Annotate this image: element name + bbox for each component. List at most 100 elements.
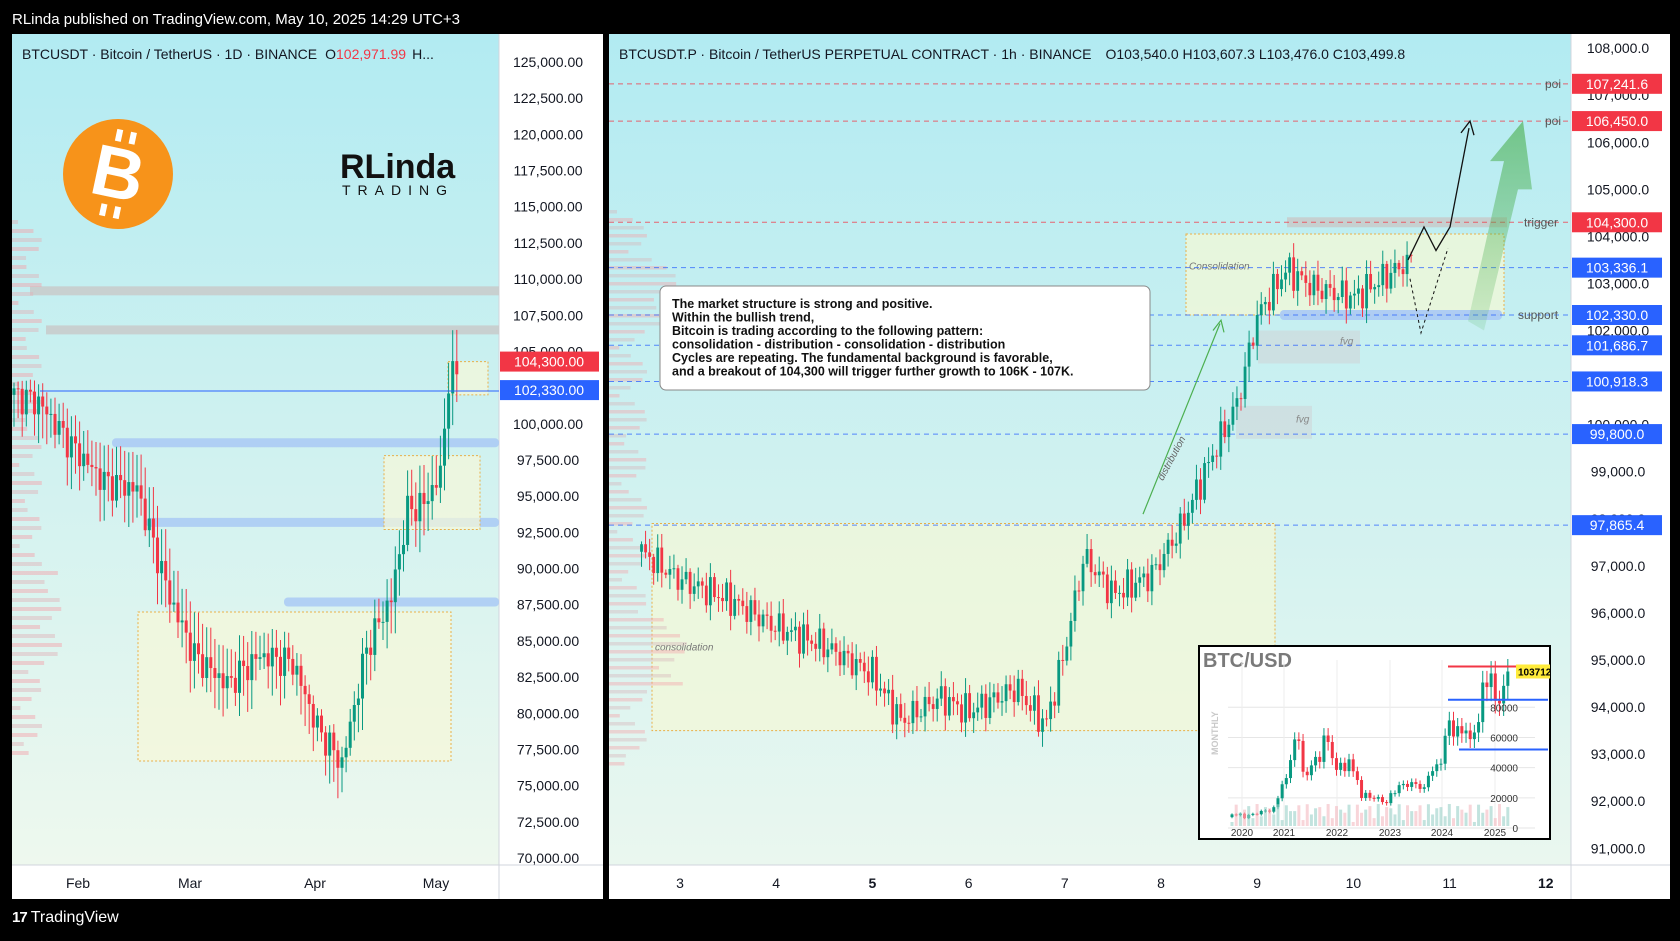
candle-body [1045,718,1048,720]
candle-body [814,643,818,649]
inset-volume-bar [1309,814,1313,826]
left-price-axis[interactable]: 125,000.00 122,500.00 120,000.00 117,500.00… [500,54,599,866]
price-label: 102,330.0 [1586,307,1648,323]
candle-body [1393,262,1397,273]
right-chart-panel[interactable]: consolidation Consolidation fvg fvg poi poi t… [609,34,1670,899]
left-chart-title: BTCUSDT · Bitcoin / TetherUS · 1D · BINA… [22,46,434,62]
inset-volume-bar [1330,818,1334,826]
inset-volume-bar [1393,814,1397,826]
fvg-label: fvg [1296,414,1310,425]
candle-body [664,572,668,575]
inset-candle-body [1497,700,1501,704]
volume-profile-bar [609,378,643,382]
consolidation-box [447,361,489,396]
price-tick: 120,000.00 [513,126,583,142]
footer-brand: TradingView [30,909,119,926]
candle-body [1324,284,1328,300]
inset-candle-body [1318,756,1322,762]
candle-body [20,388,24,415]
time-tick: May [423,875,449,891]
price-tick: 92,500.00 [517,524,579,540]
candle-body [1243,366,1247,399]
candle-body [1280,279,1283,290]
inset-candle-body [1481,682,1485,723]
volume-profile-bar [609,522,633,526]
candle-body [422,492,426,504]
inset-volume-bar [1468,804,1472,826]
candle-body [1077,590,1081,592]
btcusd-monthly-inset: BTC/USD MONTHLY 80000 60000 40000 20000 0 202… [1198,645,1552,840]
candle-body [798,626,801,654]
inset-volume-bar [1314,808,1318,826]
candle-body [1109,580,1113,604]
volume-profile-bar [609,346,620,350]
inset-volume-bar [1284,805,1288,826]
volume-profile-bar [609,330,645,334]
candle-body [1138,577,1142,583]
inset-volume-bar [1472,821,1476,826]
volume-profile-bar [609,634,681,638]
candle-body [426,501,430,504]
candle-body [197,643,200,655]
consolidation-zone-lower [651,523,1276,732]
candle-body [1024,695,1028,706]
candle-body [1207,461,1210,464]
price-label-bg [1572,305,1662,326]
candle-body [761,614,765,627]
volume-profile-bar [12,445,42,449]
inset-volume-bar [1347,804,1351,826]
candle-body [1401,269,1405,275]
tradingview-footer[interactable]: 17 TradingView [12,906,119,930]
volume-profile-bar [609,362,643,366]
candle-body [810,640,814,644]
right-time-axis[interactable]: 3 4 5 6 7 8 9 10 11 12 [676,875,1554,891]
price-tick: 100,000.00 [513,416,583,432]
time-tick: 6 [965,875,973,891]
volume-profile-bar [12,661,45,665]
inset-candle-body [1305,771,1309,776]
candle-body [850,653,854,676]
volume-profile-bar [609,242,642,246]
inset-volume-bar [1343,812,1347,826]
inset-candle-body [1289,760,1293,779]
inset-candle-body [1489,673,1493,688]
candle-body [393,569,397,603]
left-time-axis[interactable]: Feb Mar Apr May [66,875,449,891]
candle-body [250,654,254,681]
candle-body [1231,406,1235,425]
candle-body [315,715,319,728]
volume-profile-bar [12,517,40,521]
candle-body [143,498,147,531]
volume-profile-bar [12,724,42,728]
candle-body [131,482,135,492]
inset-candle-body [1431,771,1435,776]
inset-candle-body [1280,784,1284,799]
candle-body [866,671,870,683]
inset-volume-bar [1272,814,1276,826]
volume-profile-bar [609,554,647,558]
candle-body [729,582,733,616]
candle-body [90,464,94,468]
time-tick: 10 [1346,875,1362,891]
right-price-axis[interactable]: 108,000.0107,000.0106,000.0105,000.0104,… [1572,40,1662,856]
candle-body [160,560,164,574]
candle-body [765,614,769,616]
time-tick: Mar [178,875,202,891]
inset-candle-body [1451,720,1455,737]
volume-profile-bar [609,626,667,630]
price-tick: 93,000.0 [1591,746,1646,762]
volume-profile-bar [609,290,669,294]
candle-body [794,626,797,631]
candle-body [434,485,438,488]
inset-candle-body [1351,759,1355,772]
volume-profile-bar [609,274,676,278]
inset-volume-bar [1443,816,1447,826]
left-chart-panel[interactable]: BTCUSDT · Bitcoin / TetherUS · 1D · BINA… [12,34,603,899]
price-label-bg [1572,73,1662,94]
candle-body [1332,287,1336,301]
candle-body [741,600,745,607]
volume-profile-bar [12,364,42,368]
candle-body [406,495,410,545]
note-line: and a breakout of 104,300 will trigger f… [672,365,1073,379]
